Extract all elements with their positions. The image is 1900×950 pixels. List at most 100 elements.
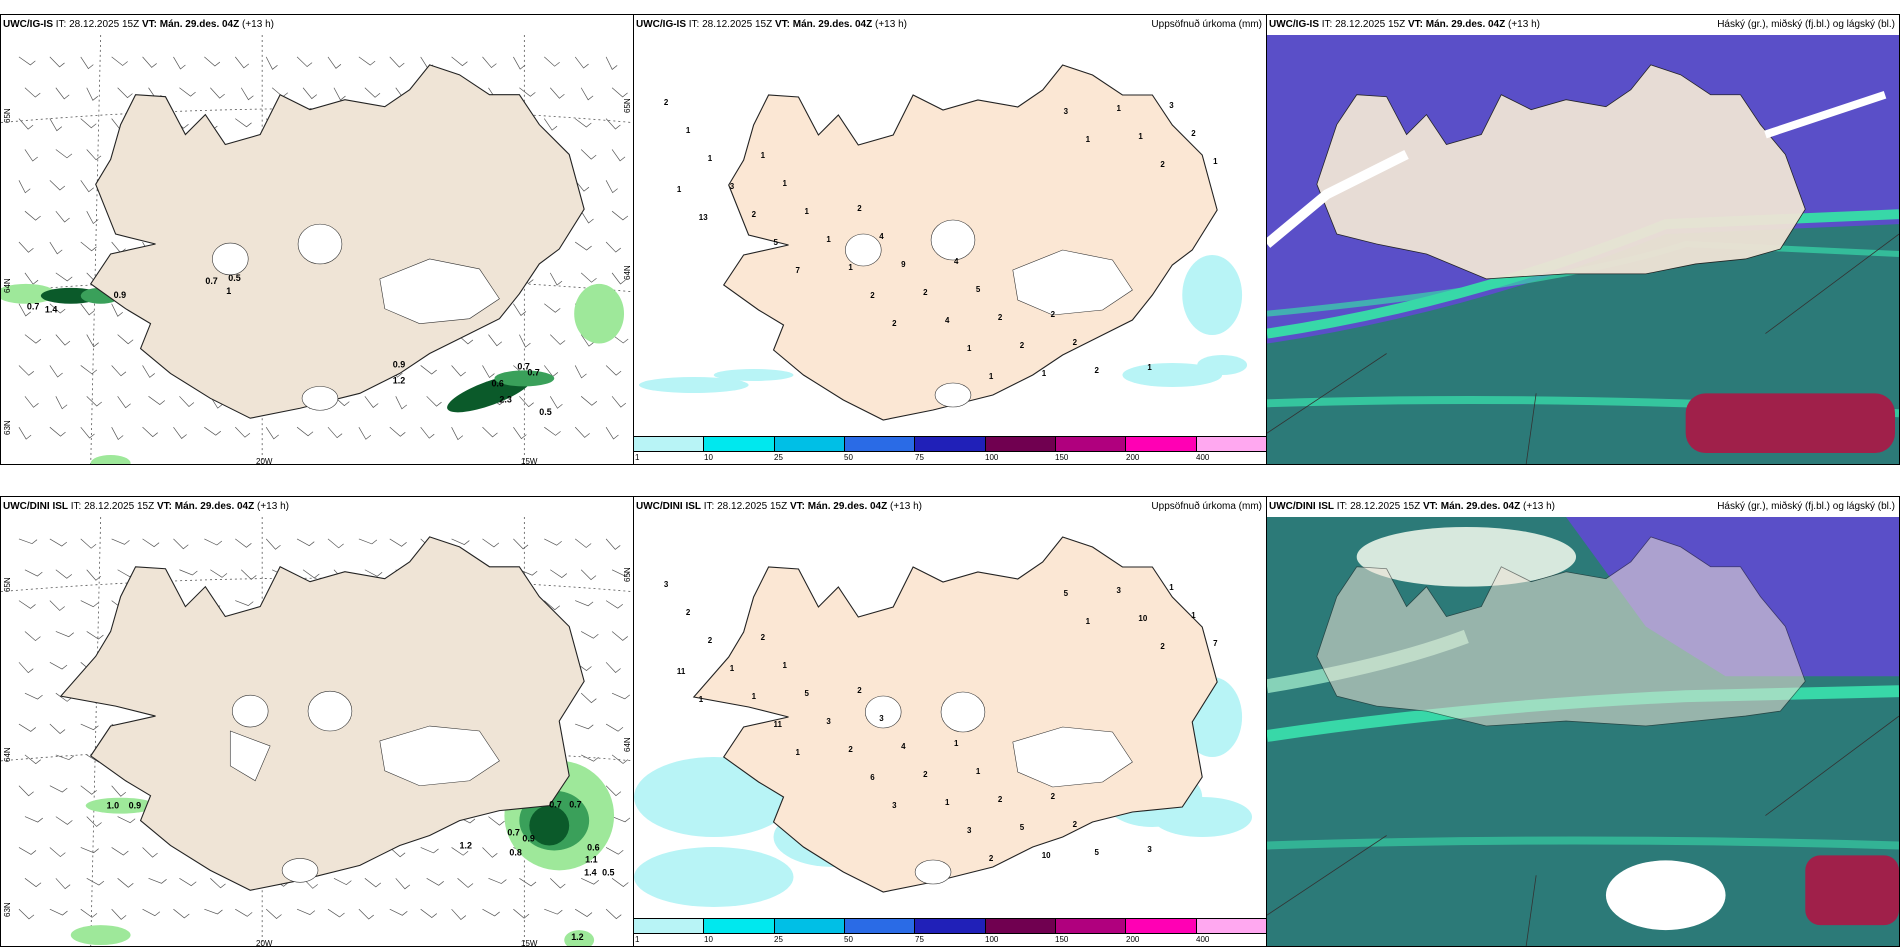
- valid-time: Mán. 29.des. 04Z: [1440, 501, 1521, 512]
- panel-title: Uppsöfnuð úrkoma (mm): [1151, 501, 1262, 512]
- precip-value: 2: [664, 98, 669, 107]
- wind-barb: [265, 538, 281, 550]
- wind-barb: [148, 877, 167, 884]
- lon-label: 15W: [521, 939, 538, 947]
- colorbar-swatch: [915, 919, 986, 933]
- colorbar-swatch: [1055, 437, 1127, 451]
- lead-time: (+13 h): [1523, 501, 1555, 512]
- precip-value: 9: [901, 260, 906, 269]
- precip-value: 2: [1051, 310, 1056, 319]
- wind-barb: [519, 396, 534, 408]
- wind-barb: [49, 847, 66, 858]
- precip-value: 11: [774, 720, 783, 729]
- wind-barb: [482, 426, 498, 438]
- precip-value: 5: [1095, 848, 1100, 857]
- wind-barb: [55, 210, 70, 223]
- wind-barb: [49, 538, 68, 547]
- cloud-panel-bottom: UWC/DINI ISL IT: 28.12.2025 15Z VT: Mán.…: [1266, 496, 1900, 947]
- lon-label: 20W: [256, 457, 273, 465]
- wind-barb: [580, 210, 594, 224]
- wind-barb: [333, 878, 352, 886]
- wind-barb: [488, 334, 503, 347]
- wind-barb: [24, 569, 43, 577]
- precip-value: 10: [1138, 614, 1147, 623]
- wind-barb: [605, 847, 624, 855]
- precip-value: 3: [1169, 101, 1174, 110]
- lat-label: 65N: [3, 577, 12, 592]
- wind-barb: [80, 56, 94, 70]
- panel-title: Háský (gr.), miðský (fj.bl.) og lágský (…: [1717, 501, 1895, 512]
- wind-barb: [519, 87, 536, 97]
- colorbar-tick: 25: [774, 453, 783, 462]
- cloud-map-top: [1267, 35, 1899, 464]
- wind-barb: [605, 908, 622, 920]
- model-name: UWC/DINI ISL: [636, 501, 701, 512]
- wind-barb: [451, 427, 464, 441]
- wind-barb: [235, 600, 254, 607]
- precip-value: 3: [730, 182, 735, 191]
- precip-panel-bottom: UWC/DINI ISL IT: 28.12.2025 15Z VT: Mán.…: [633, 496, 1267, 947]
- precip-value: 1: [708, 154, 713, 163]
- colorbar-swatch: [1196, 919, 1266, 933]
- wind-barb: [55, 149, 73, 159]
- wind-barb: [451, 56, 468, 67]
- wind-barb: [111, 785, 127, 797]
- wind-barb: [86, 631, 104, 640]
- wind-barb: [117, 816, 136, 824]
- precip-value: 5: [976, 285, 981, 294]
- wind-barb: [327, 426, 343, 439]
- panel-title: Háský (gr.), miðský (fj.bl.) og lágský (…: [1717, 19, 1895, 30]
- wind-barb: [544, 303, 561, 313]
- colorbar-swatch: [1055, 919, 1127, 933]
- colorbar-tick: 1: [635, 453, 640, 462]
- wind-barb: [24, 210, 41, 221]
- precip-value: 1: [761, 151, 766, 160]
- wind-barb: [389, 908, 408, 916]
- svg-text:0.7: 0.7: [517, 361, 529, 371]
- wind-barb: [18, 56, 36, 66]
- colorbar-swatch: [985, 437, 1056, 451]
- precip-value: 1: [804, 207, 809, 216]
- colorbar-swatch: [774, 437, 845, 451]
- valid-time: Mán. 29.des. 04Z: [807, 501, 888, 512]
- colorbar-swatches: [634, 918, 1266, 934]
- wind-barb: [204, 538, 223, 546]
- precip-value: 11: [677, 667, 686, 676]
- wind-barb: [24, 816, 43, 823]
- wind-barb: [488, 816, 505, 826]
- wind-barb: [544, 908, 563, 915]
- colorbar-swatch: [1196, 437, 1266, 451]
- wind-barb: [111, 365, 127, 377]
- wind-barb: [117, 878, 134, 888]
- wind-barb: [358, 56, 376, 66]
- colorbar-swatch: [915, 437, 986, 451]
- cloud-panel-top: UWC/IG-IS IT: 28.12.2025 15Z VT: Mán. 29…: [1266, 14, 1900, 465]
- precip-value: 1: [945, 798, 950, 807]
- wind-barb: [426, 878, 444, 886]
- wind-barb: [364, 87, 381, 98]
- wind-barb: [513, 56, 526, 70]
- wind-barb: [513, 908, 530, 919]
- wind-barb: [265, 426, 279, 440]
- wind-barb: [210, 878, 226, 889]
- precip-value: 1: [1213, 157, 1218, 166]
- colorbar-tick: 400: [1196, 453, 1210, 462]
- init-time: 28.12.2025 15Z: [84, 501, 155, 512]
- wind-barb: [18, 785, 34, 797]
- wind-barb: [327, 908, 345, 918]
- precip-value: 2: [923, 770, 928, 779]
- wind-barb: [111, 56, 128, 66]
- wind-barb: [173, 56, 186, 70]
- precip-value: 2: [989, 854, 994, 863]
- wind-barb: [80, 180, 94, 193]
- wind-barb: [24, 878, 42, 888]
- wind-barb: [302, 569, 320, 579]
- colorbar-swatch: [844, 437, 916, 451]
- lat-label: 65N: [623, 567, 632, 582]
- wind-barb: [210, 396, 223, 409]
- precip-value: 2: [1051, 792, 1056, 801]
- wind-barb: [49, 56, 65, 68]
- wind-barb: [80, 600, 99, 608]
- wind-barb: [265, 56, 278, 70]
- wind-barb: [482, 538, 500, 548]
